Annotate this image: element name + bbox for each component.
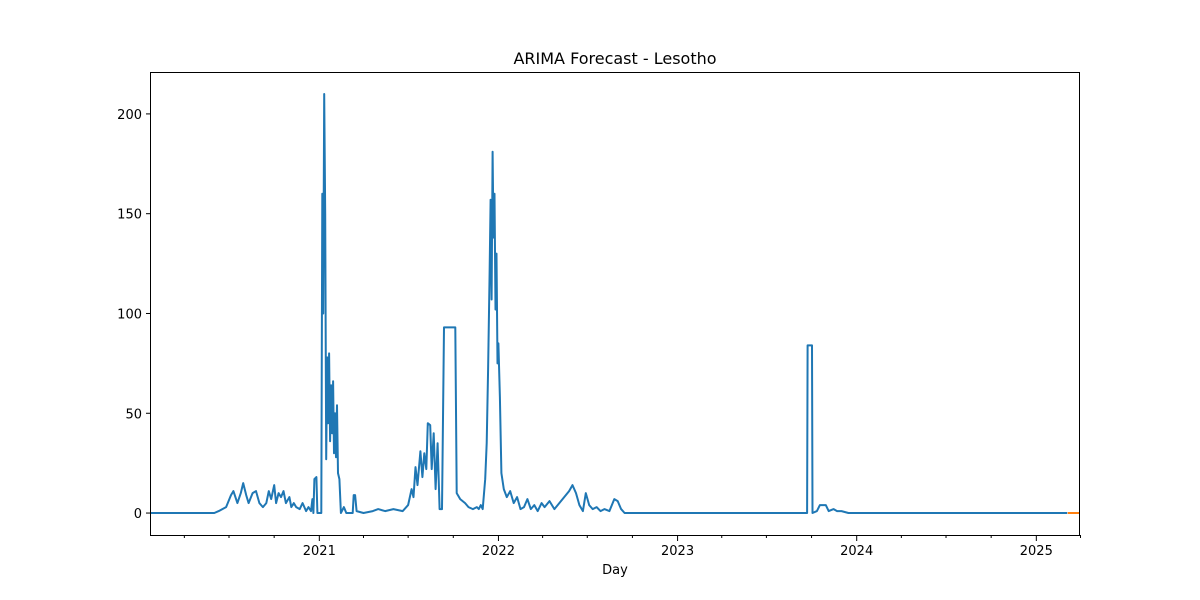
series-line-1 [150,93,1068,514]
y-tick-label: 50 [125,407,142,422]
x-tick-label: 2022 [482,544,515,559]
plot-frame [150,72,1080,536]
x-tick-label: 2024 [840,544,873,559]
x-tick-label: 2023 [661,544,694,559]
chart-title: ARIMA Forecast - Lesotho [513,49,716,68]
y-tick-label: 150 [117,208,142,223]
x-tick-label: 2025 [1020,544,1053,559]
plot-area [150,93,1080,514]
x-axis-label: Day [602,563,628,578]
x-tick-label: 2021 [303,544,336,559]
y-tick-label: 0 [134,507,142,522]
y-tick-label: 100 [117,307,142,322]
y-axis: 0 50 100 150 200 [117,108,150,522]
y-tick-label: 200 [117,108,142,123]
x-axis: 2021 2022 2023 2024 2025 [183,535,1081,559]
